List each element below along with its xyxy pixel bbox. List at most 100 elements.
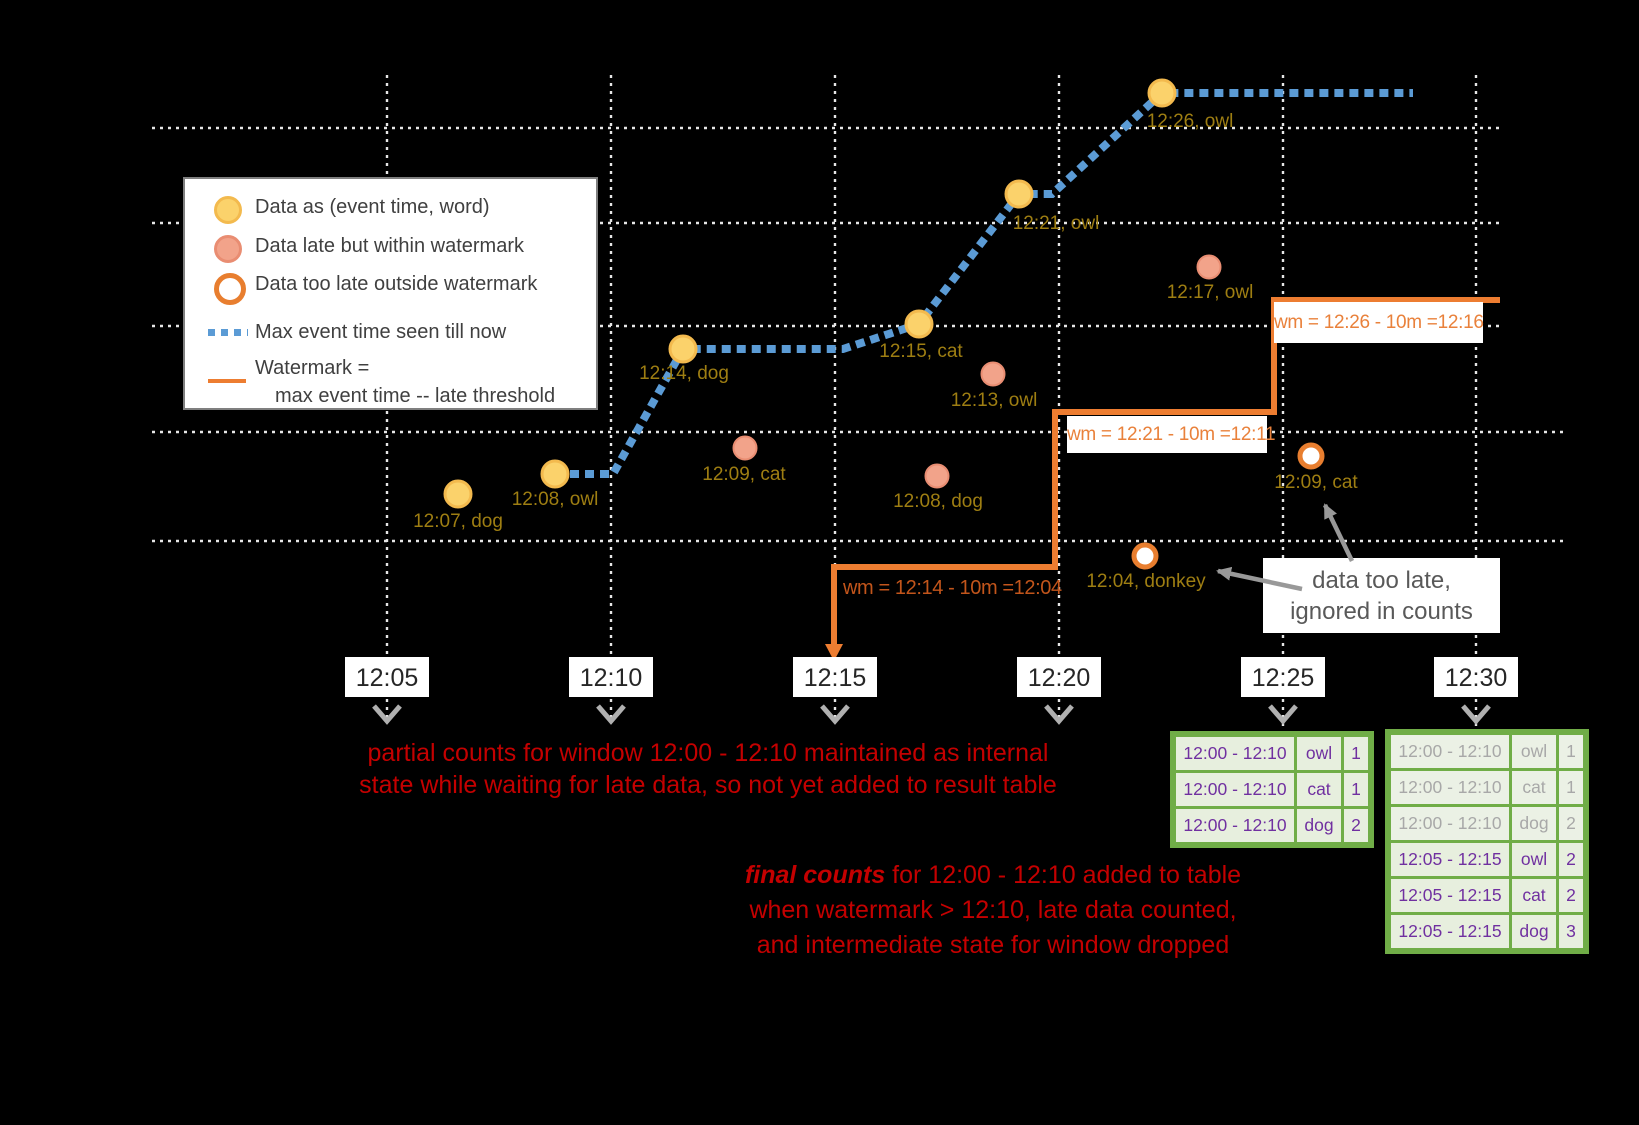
table-row: 12:05 - 12:15 dog 3 [1391,915,1583,948]
partial-counts-note-line: state while waiting for late data, so no… [359,771,1057,799]
partial-counts-note-line: partial counts for window 12:00 - 12:10 … [367,739,1049,767]
legend-item-label: Watermark = [255,357,370,379]
count-cell: 2 [1559,879,1583,912]
final-counts-note: final counts for 12:00 - 12:10 added to … [663,858,1323,963]
data-point-on-time [1147,78,1177,108]
word-cell: cat [1512,879,1556,912]
data-point-too-late [1297,442,1325,470]
watermark-line-icon [208,379,246,383]
x-axis-tick-box [345,657,429,697]
data-point-too-late [1131,542,1159,570]
watermark-step-label: wm = 12:26 - 10m =12:16 [1274,302,1484,343]
x-axis-tick-label: 12:15 [804,664,867,692]
x-axis-tick-label: 12:05 [356,664,419,692]
table-row: 12:00 - 12:10 owl 1 [1176,737,1368,770]
table-row: 12:00 - 12:10 owl 1 [1391,735,1583,768]
data-point-late [1196,254,1222,280]
x-axis-tick-box [1017,657,1101,697]
too-late-note-line: ignored in counts [1290,598,1473,625]
window-cell: 12:00 - 12:10 [1176,773,1294,806]
count-cell: 2 [1559,843,1583,876]
data-point-on-time [540,459,570,489]
count-cell: 2 [1559,807,1583,840]
data-point-label: 12:09, cat [1274,472,1358,493]
tick-arrow-icon [372,704,402,725]
count-cell: 2 [1344,809,1368,842]
final-counts-note-line: when watermark > 12:10, late data counte… [749,896,1237,924]
final-counts-emphasis: final counts [744,861,886,889]
word-cell: dog [1297,809,1341,842]
watermark-line-arrowhead-icon [825,644,843,661]
table-row: 12:00 - 12:10 cat 1 [1391,771,1583,804]
word-cell: owl [1512,843,1556,876]
count-cell: 3 [1559,915,1583,948]
data-point-label: 12:09, cat [702,464,786,485]
too-late-note-line: data too late, [1312,567,1451,594]
tick-arrow-icon [596,704,626,725]
table-row: 12:05 - 12:15 owl 2 [1391,843,1583,876]
table-row: 12:00 - 12:10 cat 1 [1176,773,1368,806]
word-cell: dog [1512,915,1556,948]
tick-arrow-icon [1268,704,1298,725]
final-counts-note-line: and intermediate state for window droppe… [756,931,1230,959]
x-axis-tick-box [1241,657,1325,697]
event-dot-icon [214,196,242,224]
count-cell: 1 [1559,735,1583,768]
window-cell: 12:05 - 12:15 [1391,879,1509,912]
data-point-on-time [1004,179,1034,209]
x-axis-tick-label: 12:25 [1252,664,1315,692]
tick-arrow-icon [1461,704,1491,725]
data-point-on-time [904,309,934,339]
count-cell: 1 [1344,773,1368,806]
data-point-label: 12:26, owl [1147,111,1234,132]
final-counts-rest: for 12:00 - 12:10 added to table [885,861,1242,889]
legend-item-label: Data as (event time, word) [255,196,490,218]
data-point-label: 12:21, owl [1013,213,1100,234]
data-point-label: 12:08, owl [512,489,599,510]
too-late-note-box: data too late, ignored in counts [1263,558,1500,633]
data-point-on-time [443,479,473,509]
word-cell: cat [1512,771,1556,804]
too-late-dot-icon [214,273,246,305]
count-cell: 1 [1344,737,1368,770]
data-point-late [924,463,950,489]
data-point-label: 12:08, dog [893,491,983,512]
x-axis-tick-box [569,657,653,697]
max-event-line-icon [208,329,248,336]
watermark-step-label: wm = 12:21 - 10m =12:11 [1067,416,1276,453]
table-row: 12:05 - 12:15 cat 2 [1391,879,1583,912]
data-point-late [980,361,1006,387]
data-point-label: 12:17, owl [1167,282,1254,303]
window-cell: 12:05 - 12:15 [1391,843,1509,876]
table-row: 12:00 - 12:10 dog 2 [1391,807,1583,840]
tick-arrow-icon [1044,704,1074,725]
result-table: 12:00 - 12:10 owl 1 12:00 - 12:10 cat 1 12:00 … [1170,731,1374,848]
legend-box: Data as (event time, word) Data late but… [183,177,598,410]
table-row: 12:00 - 12:10 dog 2 [1176,809,1368,842]
final-counts-note-line: final counts for 12:00 - 12:10 added to … [663,858,1323,893]
data-point-late [732,435,758,461]
watermark-step-label: wm = 12:14 - 10m =12:04 [843,577,1062,599]
data-point-label: 12:13, owl [951,390,1038,411]
x-axis-tick-label: 12:30 [1445,664,1508,692]
legend-item-label: Max event time seen till now [255,321,507,343]
watermark-line [831,297,1500,648]
word-cell: owl [1297,737,1341,770]
legend-item-label2: max event time -- late threshold [275,385,556,407]
data-point-on-time [668,334,698,364]
result-table: 12:00 - 12:10 owl 1 12:00 - 12:10 cat 1 12:00 … [1385,729,1589,954]
x-axis-tick-label: 12:20 [1028,664,1091,692]
data-point-label: 12:07, dog [413,511,503,532]
word-cell: dog [1512,807,1556,840]
data-point-label: 12:14, dog [639,363,729,384]
data-point-label: 12:15, cat [879,341,963,362]
word-cell: owl [1512,735,1556,768]
partial-counts-note: partial counts for window 12:00 - 12:10 … [308,737,1108,801]
legend-item-label: Data too late outside watermark [255,273,538,295]
window-cell: 12:00 - 12:10 [1176,737,1294,770]
word-cell: cat [1297,773,1341,806]
data-point-label: 12:04, donkey [1086,571,1206,592]
